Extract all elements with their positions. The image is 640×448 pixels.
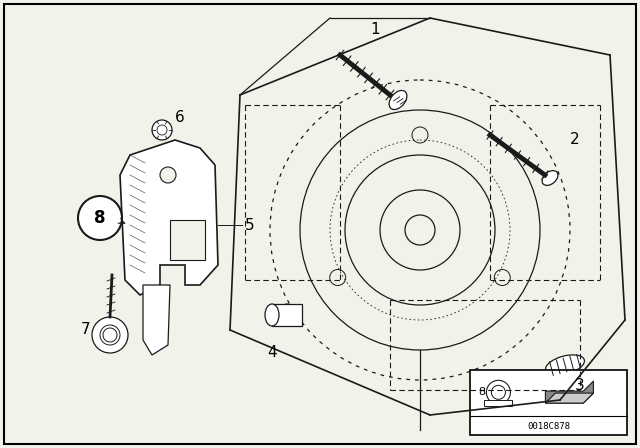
Circle shape <box>157 125 167 135</box>
Text: 8: 8 <box>94 209 106 227</box>
Circle shape <box>160 167 176 183</box>
Text: 5: 5 <box>245 217 255 233</box>
Circle shape <box>152 120 172 140</box>
Polygon shape <box>120 140 218 295</box>
Bar <box>272 304 302 326</box>
Ellipse shape <box>545 355 584 375</box>
Polygon shape <box>143 285 170 355</box>
Text: 2: 2 <box>570 133 580 147</box>
Ellipse shape <box>280 304 294 326</box>
Text: 4: 4 <box>267 345 277 360</box>
Bar <box>484 401 513 406</box>
Circle shape <box>100 325 120 345</box>
Circle shape <box>92 317 128 353</box>
Text: 8: 8 <box>479 388 486 397</box>
Bar <box>470 370 627 435</box>
Ellipse shape <box>542 171 558 185</box>
Text: 1: 1 <box>370 22 380 38</box>
Circle shape <box>492 385 506 399</box>
Circle shape <box>103 328 117 342</box>
Text: 3: 3 <box>575 378 585 392</box>
Polygon shape <box>545 381 593 403</box>
Circle shape <box>78 196 122 240</box>
Polygon shape <box>545 393 593 403</box>
Text: 7: 7 <box>81 323 90 337</box>
Ellipse shape <box>265 304 279 326</box>
Text: 0018C878: 0018C878 <box>527 422 570 431</box>
Ellipse shape <box>389 90 407 110</box>
Circle shape <box>486 380 511 405</box>
Text: 6: 6 <box>175 111 185 125</box>
Bar <box>170 220 205 260</box>
